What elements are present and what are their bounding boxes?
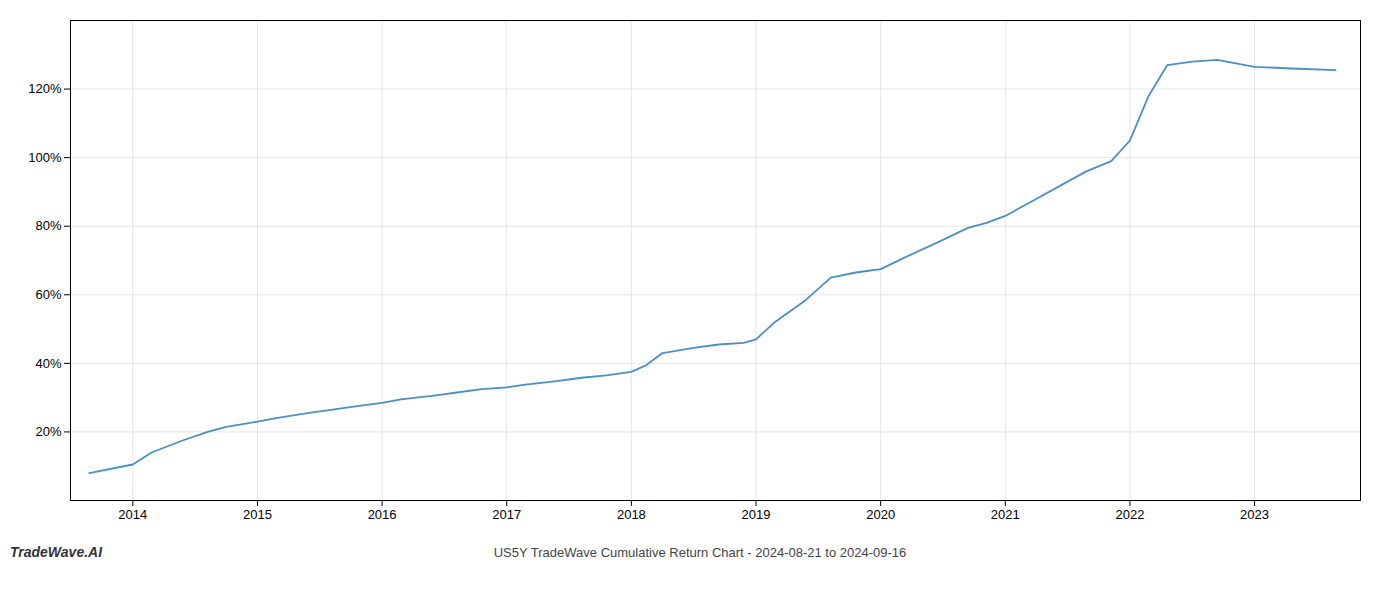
html-text:US5Y TradeWave Cumulative Retu: US5Y TradeWave Cumulative Return Chart -…	[493, 544, 907, 560]
svg-text:2015: 2015	[243, 507, 272, 522]
svg-text:2017: 2017	[492, 507, 521, 522]
svg-text:100%: 100%	[28, 150, 62, 165]
svg-text:2020: 2020	[866, 507, 895, 522]
svg-text:2023: 2023	[1240, 507, 1269, 522]
svg-text:2016: 2016	[368, 507, 397, 522]
svg-text:2022: 2022	[1115, 507, 1144, 522]
svg-text:2019: 2019	[742, 507, 771, 522]
svg-text:60%: 60%	[35, 287, 61, 302]
html-text:TradeWave.AI: TradeWave.AI	[10, 544, 103, 560]
svg-text:40%: 40%	[35, 356, 61, 371]
svg-text:120%: 120%	[28, 81, 62, 96]
svg-text:80%: 80%	[35, 218, 61, 233]
svg-text:20%: 20%	[35, 424, 61, 439]
svg-text:2018: 2018	[617, 507, 646, 522]
svg-text:2014: 2014	[118, 507, 147, 522]
svg-text:2021: 2021	[991, 507, 1020, 522]
